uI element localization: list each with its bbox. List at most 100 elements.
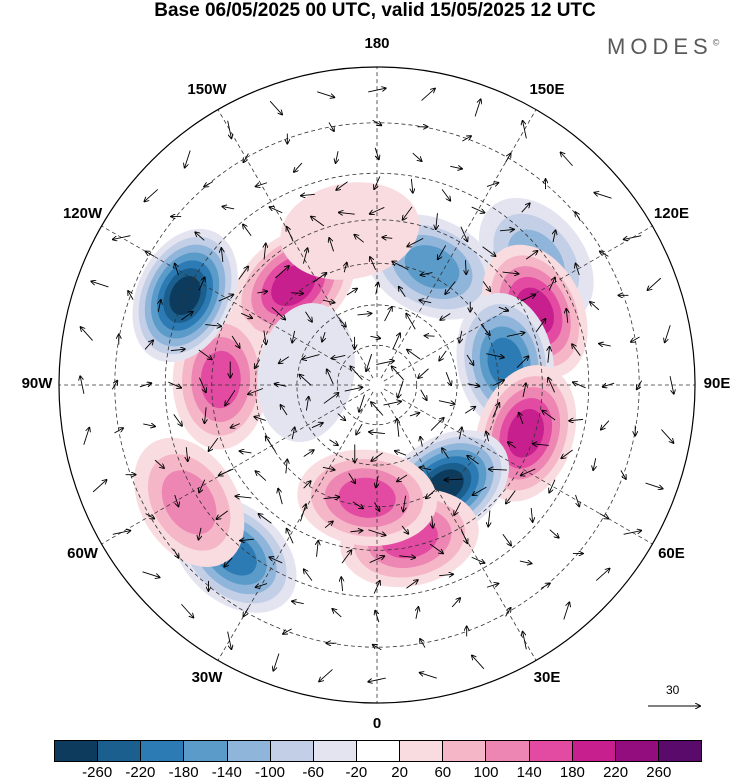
meridian-330 <box>217 391 374 661</box>
wind-vector-93 <box>256 182 268 187</box>
wind-vector-277 <box>322 331 325 342</box>
wind-vector-185 <box>489 469 507 470</box>
wind-vector-24 <box>113 235 131 240</box>
wind-vector-134 <box>170 349 185 350</box>
wind-vector-160 <box>436 213 438 229</box>
wind-vector-280 <box>306 397 308 411</box>
wind-vector-289 <box>407 350 421 360</box>
wind-vector-176 <box>258 514 272 524</box>
graticule <box>59 67 695 703</box>
meridian-60 <box>383 388 653 545</box>
wind-vector-0 <box>368 677 386 682</box>
wind-vector-276 <box>338 317 346 326</box>
wind-vector-3 <box>523 632 527 650</box>
wind-vector-101 <box>154 459 164 468</box>
wind-vector-268 <box>430 418 444 431</box>
wind-vector-152 <box>542 411 556 421</box>
colorbar-segment-12 <box>572 741 616 761</box>
colorbar-tick-label: -260 <box>82 764 113 781</box>
wind-vector-187 <box>519 413 524 424</box>
wind-vector-106 <box>292 601 304 603</box>
colorbar-segment-5 <box>270 741 314 761</box>
wind-vector-232 <box>264 330 266 345</box>
wind-vector-7 <box>645 482 663 489</box>
colorbar-tick-label: 140 <box>516 764 542 781</box>
colorbar-segment-3 <box>184 741 228 761</box>
colorbar-tick-label: -20 <box>345 764 368 781</box>
wind-vector-293 <box>332 355 346 358</box>
wind-vector-63 <box>111 381 117 390</box>
anomaly-band <box>338 477 396 518</box>
meridian-30 <box>380 391 537 661</box>
wind-vector-171 <box>199 377 206 393</box>
wind-vector-86 <box>521 203 530 213</box>
wind-vector-89 <box>412 152 422 161</box>
wind-vector-198 <box>329 238 334 252</box>
wind-vector-194 <box>438 245 447 259</box>
colorbar-segment-10 <box>486 741 530 761</box>
wind-vector-306 <box>359 394 365 412</box>
longitude-label-lon-90e: 90E <box>703 375 731 392</box>
wind-vector-108 <box>373 581 380 594</box>
wind-vector-136 <box>173 414 182 425</box>
wind-vector-19 <box>317 91 334 98</box>
wind-vector-214 <box>403 495 406 512</box>
wind-vector-94 <box>222 206 235 208</box>
wind-vector-191 <box>498 307 508 311</box>
wind-vector-190 <box>506 333 525 337</box>
wind-vector-188 <box>523 383 526 398</box>
anomaly-band <box>404 245 460 289</box>
meridian-120 <box>383 225 653 382</box>
anomaly-band <box>280 182 420 280</box>
wind-vector-111 <box>471 556 485 563</box>
wind-vector-182 <box>432 515 433 528</box>
wind-vector-290 <box>392 333 400 350</box>
wind-vector-217 <box>467 456 479 465</box>
wind-vector-127 <box>336 181 348 190</box>
wind-vector-164 <box>311 216 325 227</box>
wind-vector-257 <box>292 330 294 343</box>
wind-vector-66 <box>145 513 155 519</box>
colorbar-segment-6 <box>313 741 357 761</box>
wind-vector-8 <box>661 429 673 443</box>
anomaly-cell-10 <box>134 437 245 567</box>
wind-vector-46 <box>631 336 640 342</box>
wind-vector-100 <box>143 424 155 426</box>
wind-vector-145 <box>399 556 415 558</box>
wind-vector-183 <box>454 502 461 515</box>
meridian-210 <box>217 109 374 379</box>
reference-vector-label: 30 <box>666 683 680 697</box>
wind-vector-74 <box>451 598 460 608</box>
wind-vector-125 <box>411 178 412 193</box>
wind-vector-84 <box>576 264 580 276</box>
wind-vector-260 <box>280 405 288 416</box>
wind-vector-216 <box>445 479 463 480</box>
wind-vector-264 <box>348 472 356 483</box>
colorbar-segment-13 <box>615 741 659 761</box>
meridian-300 <box>101 388 371 545</box>
wind-vector-226 <box>392 261 409 271</box>
wind-vector-4 <box>563 602 570 620</box>
wind-vector-45 <box>637 380 643 390</box>
colorbar-tick-label: 60 <box>434 764 452 781</box>
longitude-label-lon-150e: 150E <box>529 80 565 98</box>
logo-copyright-mark: © <box>712 37 720 48</box>
wind-vector-236 <box>266 436 276 452</box>
wind-vector-267 <box>420 437 422 447</box>
map-disc-background <box>59 67 695 703</box>
wind-vector-166 <box>264 243 266 260</box>
anomaly-band <box>200 350 241 409</box>
wind-vector-26 <box>81 327 93 341</box>
wind-vector-55 <box>328 122 334 131</box>
wind-vector-10 <box>665 325 671 342</box>
wind-vector-297 <box>356 423 363 434</box>
wind-vector-265 <box>371 452 383 461</box>
wind-vector-174 <box>219 468 234 476</box>
wind-vector-11 <box>647 277 662 290</box>
wind-vector-170 <box>198 349 212 359</box>
wind-vector-275 <box>357 313 372 314</box>
wind-vector-126 <box>374 176 381 189</box>
wind-vector-70 <box>283 628 292 634</box>
wind-vector-296 <box>337 413 345 421</box>
anomaly-band <box>271 264 316 307</box>
